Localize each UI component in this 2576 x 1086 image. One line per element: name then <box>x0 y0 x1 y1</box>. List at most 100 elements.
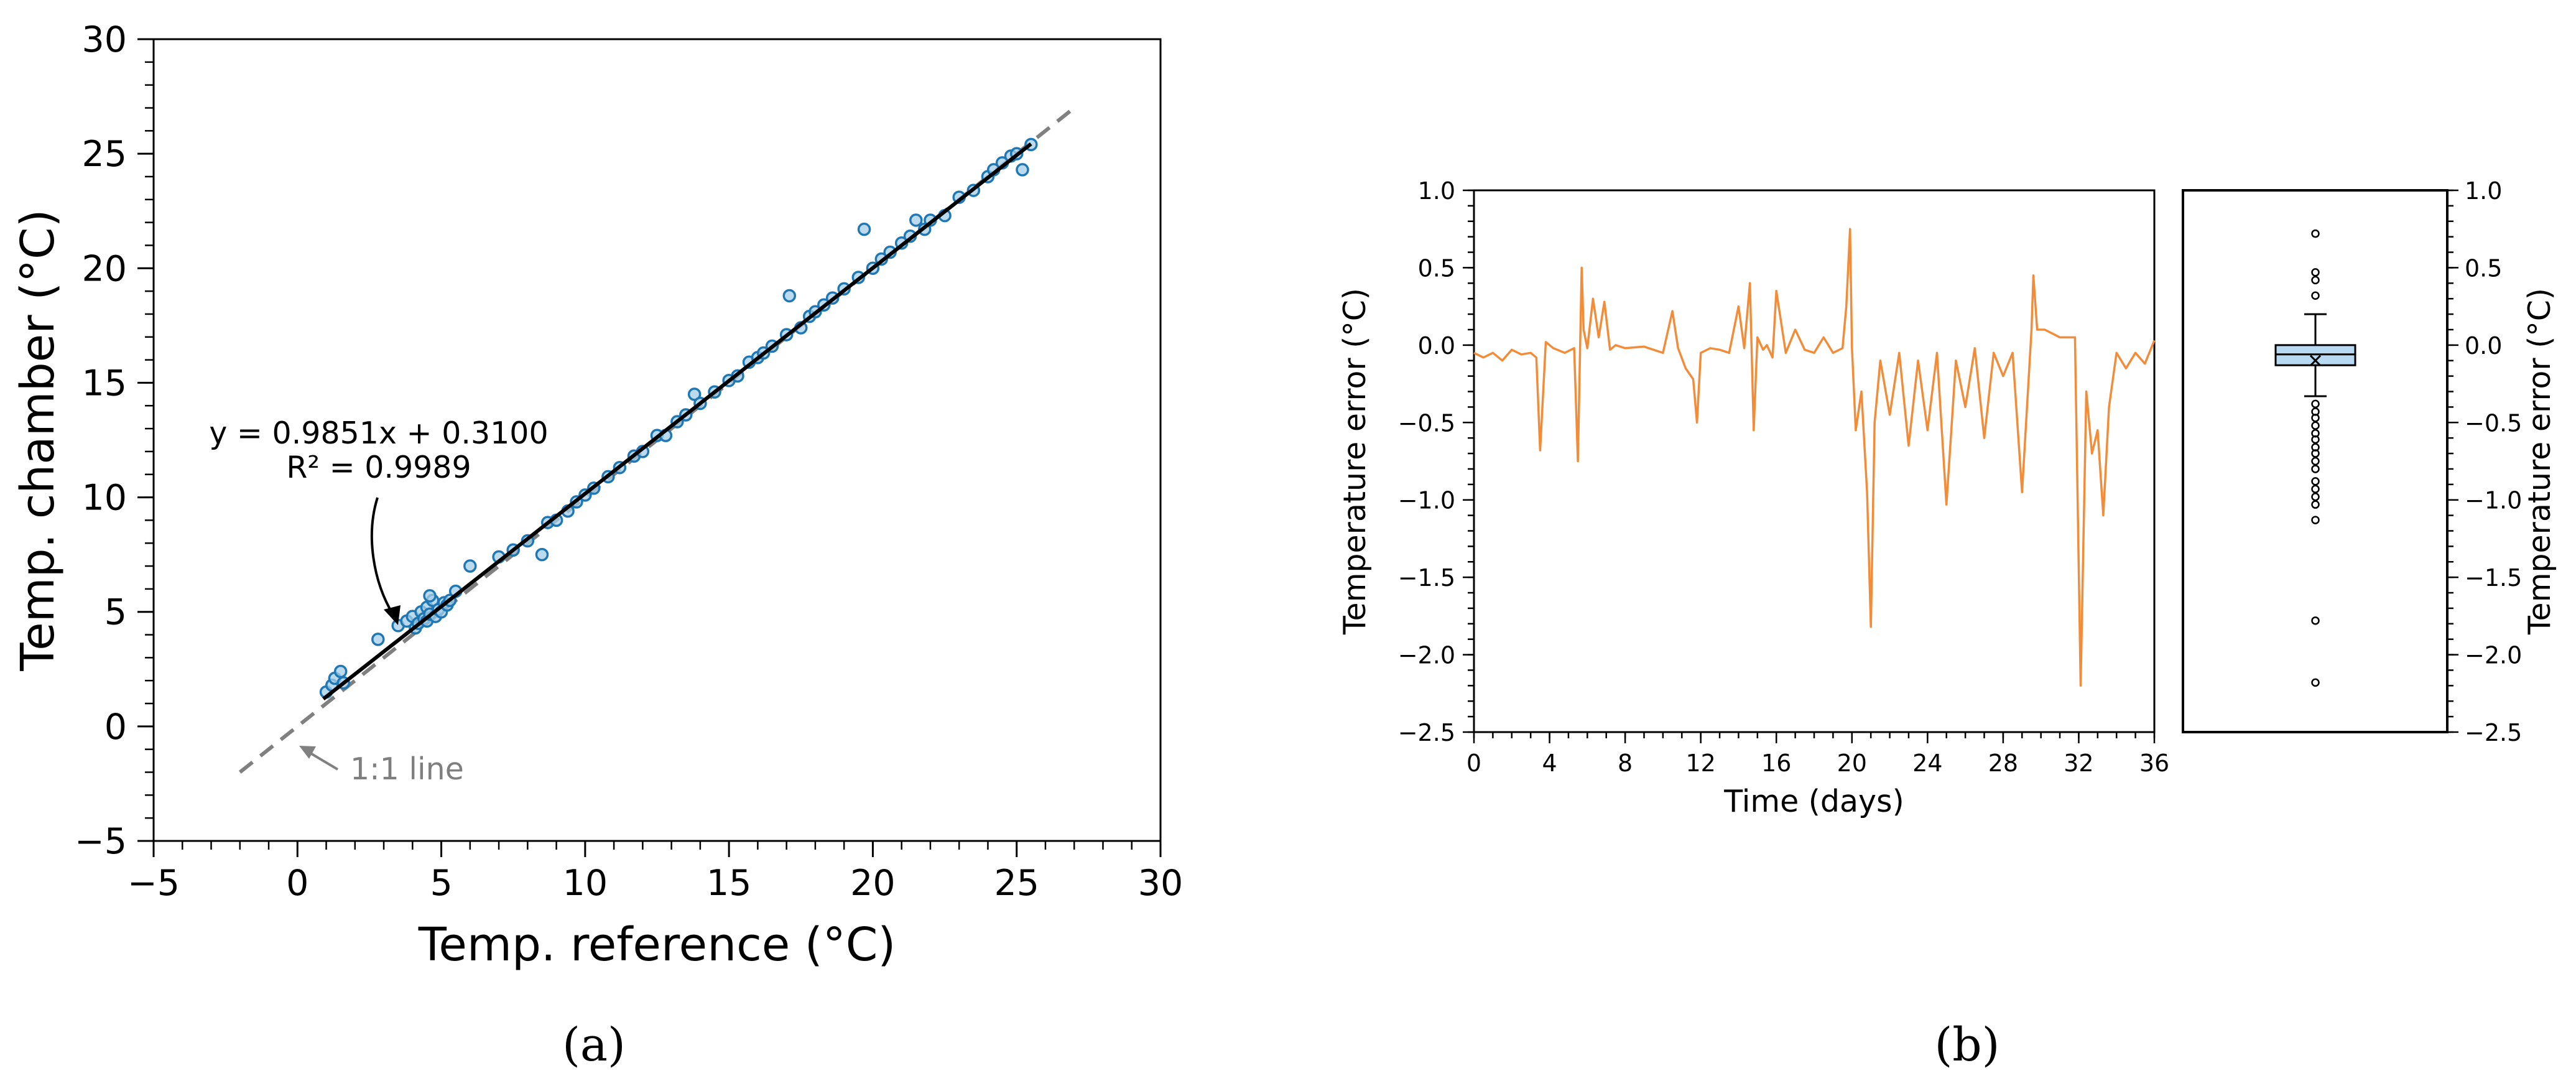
scatter-point <box>1016 163 1029 177</box>
y-tick-label-box: −1.5 <box>2465 564 2522 592</box>
y-axis-label-b: Temperature error (°C) <box>1337 288 1373 635</box>
fit-line <box>322 142 1032 701</box>
fit-line-group <box>322 142 1032 701</box>
outlier-point <box>2311 500 2320 509</box>
scatter-point <box>423 589 437 603</box>
y-axis-ticks-a: −5 0 5 10 15 20 25 30 <box>75 19 154 862</box>
box-plot-outliers <box>2311 229 2320 687</box>
identity-annotation-arrow <box>307 751 339 771</box>
x-tick-label-a: −5 <box>127 863 180 904</box>
y-tick-label-a: 30 <box>81 19 127 60</box>
y-tick-label-b: 0.5 <box>1418 254 1455 282</box>
r-squared-annotation: R² = 0.9989 <box>286 450 471 485</box>
y-tick-label-box: −1.0 <box>2465 487 2522 514</box>
scatter-point <box>463 559 477 573</box>
outlier-point <box>2311 485 2320 494</box>
y-tick-label-box: 1.0 <box>2465 177 2502 205</box>
outlier-point <box>2311 399 2320 409</box>
plot-frame-b <box>1473 189 2156 733</box>
x-tick-label-a: 0 <box>286 863 308 904</box>
outlier-point <box>2311 465 2320 473</box>
outlier-point <box>2311 516 2320 524</box>
x-tick-label-a: 25 <box>994 863 1039 904</box>
outlier-point <box>2311 435 2320 444</box>
line-chart-b: 0 4 8 12 16 20 24 28 32 36 −2.5 −2.0 −1.5 −1.0 −0.5 0.… <box>1337 177 2169 819</box>
y-tick-label-b: −1.5 <box>1398 564 1455 592</box>
y-tick-label-b: −2.5 <box>1398 719 1455 746</box>
x-axis-ticks-a: −5 0 5 10 15 20 25 30 <box>127 841 1183 904</box>
x-tick-label-a: 15 <box>707 863 752 904</box>
y-axis-ticks-box: −2.5 −2.0 −1.5 −1.0 −0.5 0.0 0.5 1.0 <box>2447 177 2522 746</box>
scatter-point <box>371 633 385 646</box>
outlier-point <box>2311 276 2320 285</box>
y-tick-label-a: 0 <box>104 707 127 748</box>
plot-frame-a <box>152 38 1162 842</box>
outlier-point <box>2311 449 2320 458</box>
y-tick-label-a: 15 <box>81 363 127 404</box>
outlier-point <box>2311 492 2320 501</box>
panel-label-a: (a) <box>562 1018 626 1072</box>
box-plot-b: −2.5 −2.0 −1.5 −1.0 −0.5 0.0 0.5 1.0 Temperatur… <box>2182 177 2557 746</box>
fit-annotation-arrowhead <box>384 605 401 625</box>
x-tick-label-a: 10 <box>563 863 608 904</box>
x-tick-label-b: 4 <box>1542 750 1557 777</box>
x-tick-label-b: 36 <box>2139 750 2169 777</box>
scatter-chart-a: −5 0 5 10 15 20 25 30 −5 0 5 10 15 20 25 30 Temp. refe… <box>11 19 1183 972</box>
scatter-point <box>909 213 923 227</box>
outlier-point <box>2311 268 2320 277</box>
fit-annotation-arrow <box>370 497 394 616</box>
outlier-point <box>2311 421 2320 430</box>
temperature-error-series <box>1473 228 2156 687</box>
mean-marker <box>2309 355 2322 366</box>
y-tick-label-b: 1.0 <box>1418 177 1455 205</box>
outlier-point <box>2311 457 2320 466</box>
plot-frame-box <box>2182 189 2449 733</box>
y-tick-label-box: −0.5 <box>2465 409 2522 437</box>
y-tick-label-b: −0.5 <box>1398 409 1455 437</box>
y-axis-label-box: Temperature error (°C) <box>2522 288 2557 635</box>
x-tick-label-a: 30 <box>1138 863 1184 904</box>
identity-annotation-arrowhead <box>299 746 316 759</box>
y-tick-label-b: −1.0 <box>1398 487 1455 514</box>
x-tick-label-b: 28 <box>1988 750 2018 777</box>
y-tick-label-b: 0.0 <box>1418 332 1455 360</box>
x-tick-label-b: 20 <box>1837 750 1867 777</box>
y-tick-label-a: 5 <box>104 592 127 633</box>
scatter-point <box>333 664 348 679</box>
box-plot-body <box>2274 313 2356 397</box>
identity-line-label: 1:1 line <box>350 751 464 787</box>
outlier-point <box>2311 414 2320 422</box>
x-tick-label-b: 12 <box>1685 750 1715 777</box>
outlier-point <box>2311 616 2320 625</box>
y-tick-label-b: −2.0 <box>1398 642 1455 669</box>
y-tick-label-box: −2.5 <box>2465 719 2522 746</box>
y-tick-label-box: 0.5 <box>2465 254 2502 282</box>
x-tick-label-b: 0 <box>1466 750 1481 777</box>
outlier-point <box>2311 291 2320 300</box>
y-tick-label-a: −5 <box>75 821 127 862</box>
panel-label-b: (b) <box>1934 1018 1999 1072</box>
y-axis-ticks-b: −2.5 −2.0 −1.5 −1.0 −0.5 0.0 0.5 1.0 <box>1398 177 1474 746</box>
y-axis-label-a: Temp. chamber (°C) <box>11 209 65 671</box>
outlier-point <box>2311 477 2320 486</box>
x-tick-label-a: 5 <box>430 863 452 904</box>
x-tick-label-b: 8 <box>1618 750 1633 777</box>
x-tick-label-b: 32 <box>2064 750 2093 777</box>
outlier-point <box>2311 678 2320 687</box>
x-tick-label-b: 24 <box>1912 750 1942 777</box>
scatter-point <box>535 547 549 562</box>
x-axis-ticks-b: 0 4 8 12 16 20 24 28 32 36 <box>1466 732 2169 777</box>
y-tick-label-box: 0.0 <box>2465 332 2502 360</box>
x-axis-label-b: Time (days) <box>1723 784 1904 819</box>
x-tick-label-b: 16 <box>1761 750 1791 777</box>
scatter-point <box>782 289 797 303</box>
x-tick-label-a: 20 <box>850 863 896 904</box>
scatter-point <box>857 222 871 236</box>
y-tick-label-a: 25 <box>81 134 127 175</box>
y-tick-label-a: 20 <box>81 248 127 289</box>
y-tick-label-box: −2.0 <box>2465 642 2522 669</box>
fit-equation-annotation: y = 0.9851x + 0.3100 <box>209 415 548 451</box>
scatter-point <box>687 388 702 401</box>
